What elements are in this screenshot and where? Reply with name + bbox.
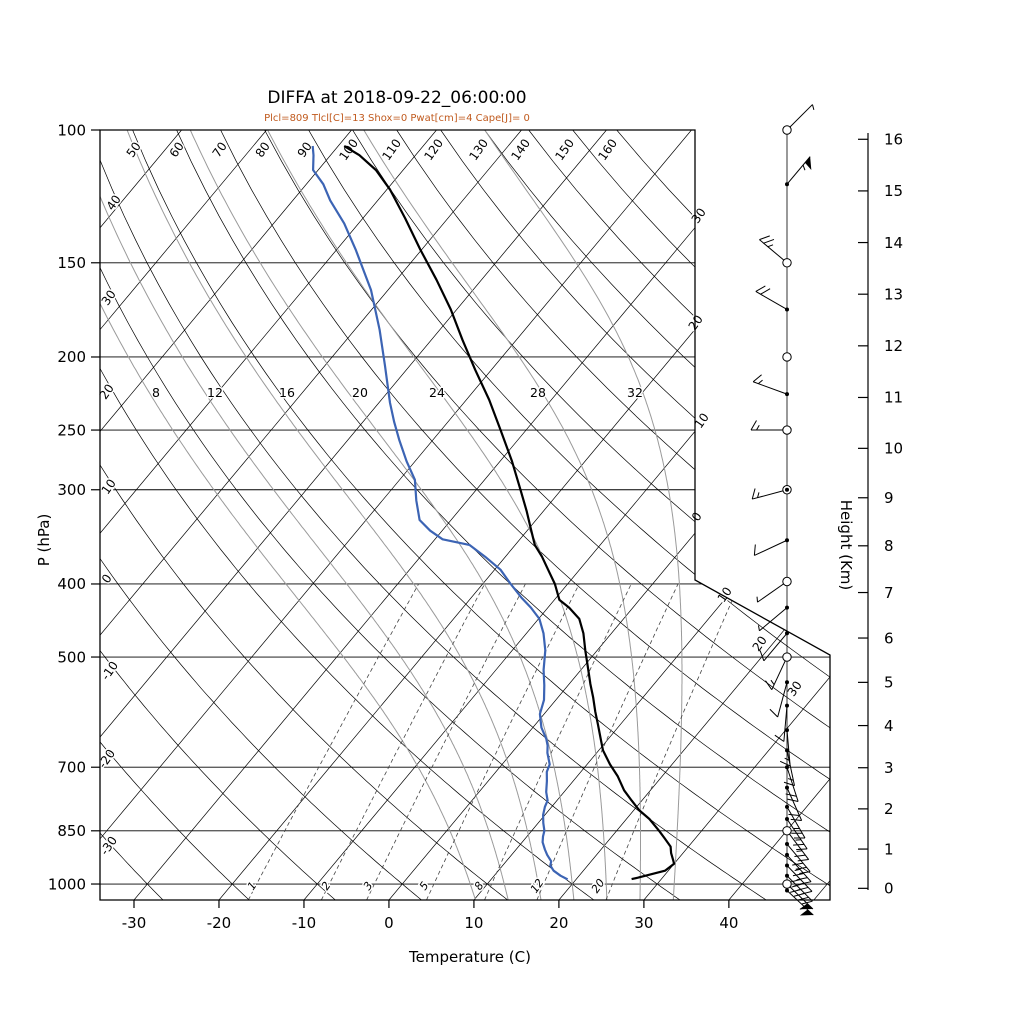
svg-text:2: 2 xyxy=(319,879,334,892)
svg-text:250: 250 xyxy=(57,421,86,439)
svg-text:500: 500 xyxy=(57,648,86,666)
svg-text:7: 7 xyxy=(884,584,894,602)
svg-text:12: 12 xyxy=(207,385,223,400)
svg-text:20: 20 xyxy=(549,914,568,932)
pressure-axis-label: P (hPa) xyxy=(35,513,53,567)
svg-text:9: 9 xyxy=(884,489,894,507)
temperature-curve xyxy=(343,145,676,881)
mixing-ratio-lines xyxy=(247,583,740,900)
moist-adiabat-lines xyxy=(100,130,683,900)
svg-text:16: 16 xyxy=(884,131,903,149)
svg-text:150: 150 xyxy=(552,136,577,163)
svg-text:0: 0 xyxy=(384,914,394,932)
svg-text:110: 110 xyxy=(379,136,404,163)
svg-text:13: 13 xyxy=(884,285,903,303)
dry-adiabat-top-labels: 50 60 70 80 90 100 110 120 130 140 150 160 xyxy=(122,135,621,165)
svg-text:0: 0 xyxy=(689,510,705,524)
chart-subtitle: Plcl=809 Tlcl[C]=13 Shox=0 Pwat[cm]=4 Ca… xyxy=(264,113,530,124)
pressure-axis: 100 150 200 250 300 400 500 700 850 1000 xyxy=(48,121,100,893)
svg-text:140: 140 xyxy=(508,136,533,163)
svg-text:24: 24 xyxy=(429,385,445,400)
sounding-curves xyxy=(311,145,676,881)
svg-text:120: 120 xyxy=(421,136,446,163)
chart-title: DIFFA at 2018-09-22_06:00:00 xyxy=(267,88,527,108)
temperature-axis-label: Temperature (C) xyxy=(409,948,531,966)
wind-barbs xyxy=(750,104,815,916)
svg-text:10: 10 xyxy=(99,476,119,497)
svg-text:5: 5 xyxy=(884,674,894,692)
svg-text:6: 6 xyxy=(884,629,894,647)
svg-text:2: 2 xyxy=(884,800,894,818)
svg-text:1000: 1000 xyxy=(48,875,86,893)
isobar-lines xyxy=(100,130,830,885)
svg-text:-10: -10 xyxy=(98,659,121,683)
plot-outline xyxy=(99,129,831,901)
svg-text:1: 1 xyxy=(245,879,260,892)
isotherm-lines xyxy=(100,130,830,900)
svg-text:300: 300 xyxy=(57,481,86,499)
svg-text:30: 30 xyxy=(634,914,653,932)
svg-text:1: 1 xyxy=(884,840,894,858)
svg-text:100: 100 xyxy=(57,121,86,139)
svg-text:20: 20 xyxy=(589,877,608,896)
svg-text:150: 150 xyxy=(57,254,86,272)
svg-text:32: 32 xyxy=(627,385,643,400)
moist-adiabat-labels: 8 12 16 20 24 28 32 xyxy=(151,384,645,402)
svg-text:40: 40 xyxy=(719,914,738,932)
svg-text:3: 3 xyxy=(884,759,894,777)
svg-text:-10: -10 xyxy=(292,914,317,932)
svg-text:12: 12 xyxy=(884,337,903,355)
svg-text:12: 12 xyxy=(528,877,547,896)
svg-text:15: 15 xyxy=(884,182,903,200)
svg-text:4: 4 xyxy=(884,717,894,735)
svg-text:5: 5 xyxy=(417,879,432,892)
svg-text:400: 400 xyxy=(57,575,86,593)
svg-text:28: 28 xyxy=(530,385,546,400)
svg-text:20: 20 xyxy=(352,385,368,400)
svg-text:-30: -30 xyxy=(122,914,147,932)
svg-text:14: 14 xyxy=(884,234,903,252)
svg-text:160: 160 xyxy=(595,136,620,163)
svg-text:30: 30 xyxy=(689,205,709,226)
svg-text:3: 3 xyxy=(361,879,376,892)
svg-text:30: 30 xyxy=(99,287,119,308)
svg-text:0: 0 xyxy=(884,880,894,898)
svg-text:130: 130 xyxy=(466,136,491,163)
svg-text:700: 700 xyxy=(57,758,86,776)
svg-text:10: 10 xyxy=(884,440,903,458)
svg-text:10: 10 xyxy=(464,914,483,932)
dewpoint-curve xyxy=(311,145,569,881)
height-axis-label: Height (Km) xyxy=(837,499,855,591)
svg-text:200: 200 xyxy=(57,348,86,366)
svg-text:60: 60 xyxy=(167,139,187,160)
dry-adiabat-lines xyxy=(100,130,830,900)
svg-text:-30: -30 xyxy=(97,834,120,858)
svg-text:20: 20 xyxy=(686,312,706,333)
svg-text:11: 11 xyxy=(884,389,903,407)
svg-text:8: 8 xyxy=(884,537,894,555)
svg-text:40: 40 xyxy=(104,192,124,213)
svg-text:16: 16 xyxy=(279,385,295,400)
mixing-ratio-labels: 1 2 3 5 8 12 20 xyxy=(243,875,609,897)
svg-text:8: 8 xyxy=(152,385,160,400)
svg-text:90: 90 xyxy=(295,139,315,160)
svg-text:850: 850 xyxy=(57,822,86,840)
svg-text:-20: -20 xyxy=(207,914,232,932)
temperature-axis: -30 -20 -10 0 10 20 30 40 xyxy=(122,900,738,932)
svg-text:80: 80 xyxy=(253,139,273,160)
svg-text:50: 50 xyxy=(124,139,144,160)
